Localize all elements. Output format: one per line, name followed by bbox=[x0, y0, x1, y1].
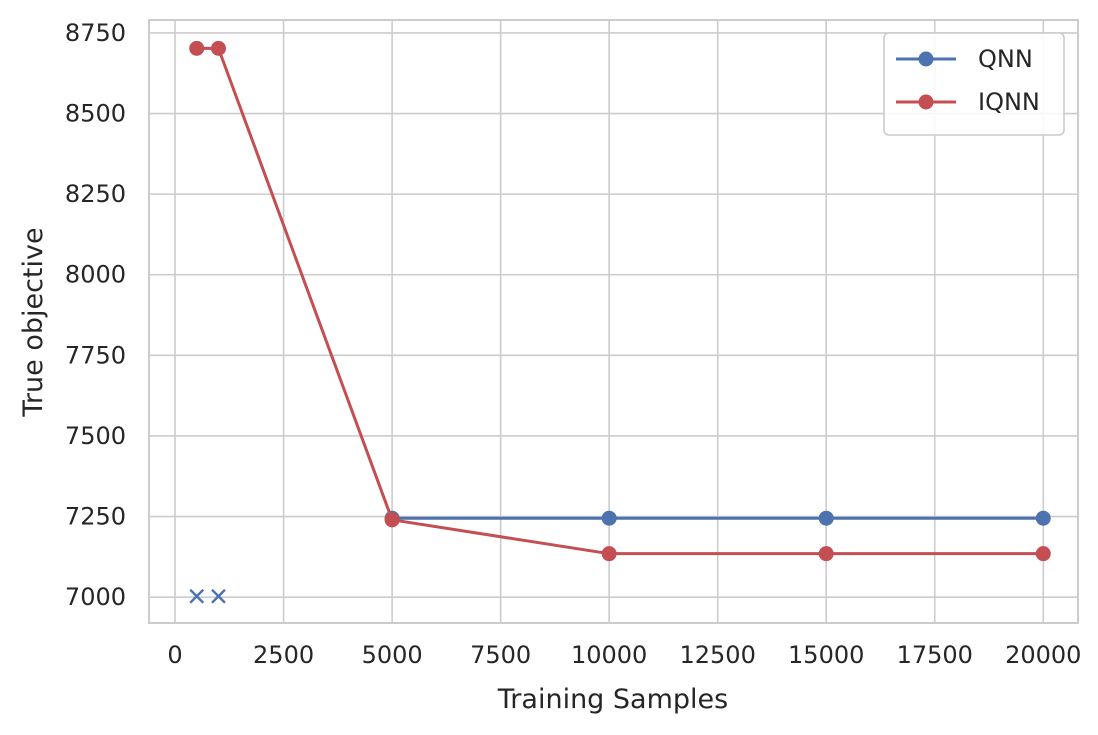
plot-frame bbox=[148, 19, 1079, 624]
data-point-iqnn bbox=[601, 546, 617, 562]
y-tick-label: 7500 bbox=[65, 422, 126, 450]
data-point-iqnn bbox=[189, 40, 205, 56]
data-point-iqnn bbox=[818, 546, 834, 562]
legend-label-iqnn: IQNN bbox=[978, 88, 1040, 116]
x-tick-label: 17500 bbox=[897, 641, 973, 669]
x-tick-label: 10000 bbox=[571, 641, 647, 669]
data-point-qnn bbox=[818, 510, 834, 526]
y-tick-label: 7250 bbox=[65, 503, 126, 531]
x-tick-label: 20000 bbox=[1005, 641, 1081, 669]
data-point-qnn bbox=[601, 510, 617, 526]
data-point-iqnn bbox=[384, 512, 400, 528]
data-point-iqnn bbox=[210, 40, 226, 56]
y-tick-label: 7000 bbox=[65, 583, 126, 611]
y-axis-label: True objective bbox=[18, 227, 49, 417]
y-tick-label: 8500 bbox=[65, 100, 126, 128]
data-point-iqnn bbox=[1035, 546, 1051, 562]
x-tick-label: 2500 bbox=[253, 641, 314, 669]
series-layer bbox=[189, 40, 1051, 604]
legend-box bbox=[883, 32, 1065, 136]
x-tick-label: 12500 bbox=[680, 641, 756, 669]
y-tick-label: 8000 bbox=[65, 261, 126, 289]
x-marker-qnn bbox=[189, 588, 205, 604]
x-tick-labels: 0 2500 5000 7500 10000 12500 15000 17500 20000 bbox=[167, 641, 1081, 669]
y-tick-labels: 7000 7250 7500 7750 8000 8250 8500 8750 bbox=[65, 19, 126, 611]
x-tick-label: 7500 bbox=[470, 641, 531, 669]
legend-marker-qnn bbox=[918, 51, 934, 67]
grid bbox=[149, 20, 1078, 623]
y-tick-label: 8750 bbox=[65, 19, 126, 47]
legend: QNN IQNN bbox=[883, 32, 1065, 136]
x-marker-stroke bbox=[211, 588, 226, 604]
legend-label-qnn: QNN bbox=[978, 45, 1033, 73]
x-marker-qnn bbox=[211, 588, 226, 604]
y-tick-label: 8250 bbox=[65, 180, 126, 208]
data-point-qnn bbox=[1035, 510, 1051, 526]
x-tick-label: 15000 bbox=[788, 641, 864, 669]
x-tick-label: 5000 bbox=[362, 641, 423, 669]
x-axis-label: Training Samples bbox=[497, 684, 728, 715]
x-marker-stroke bbox=[189, 588, 205, 604]
y-tick-label: 7750 bbox=[65, 341, 126, 369]
legend-marker-iqnn bbox=[918, 94, 934, 110]
x-tick-label: 0 bbox=[167, 641, 182, 669]
